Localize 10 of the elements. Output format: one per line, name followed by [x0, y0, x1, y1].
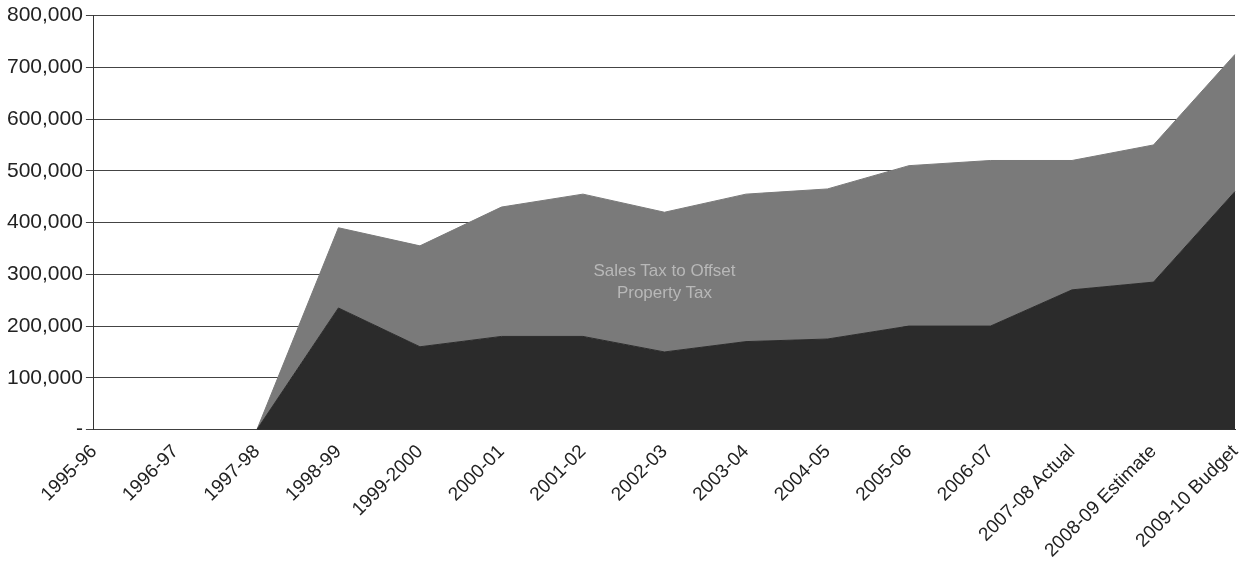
y-tick-label: -: [75, 416, 83, 440]
y-tick-label: 400,000: [6, 209, 83, 233]
y-tick-label: 600,000: [6, 105, 83, 129]
y-tick-label: 700,000: [6, 54, 83, 78]
y-tick-label: 200,000: [6, 312, 83, 336]
y-tick-label: 800,000: [6, 2, 83, 26]
y-tick-label: 500,000: [6, 157, 83, 181]
y-tick-label: 100,000: [6, 364, 83, 388]
y-tick-label: 300,000: [6, 261, 83, 285]
series-label: Sales Tax to Offset Property Tax: [593, 260, 736, 302]
